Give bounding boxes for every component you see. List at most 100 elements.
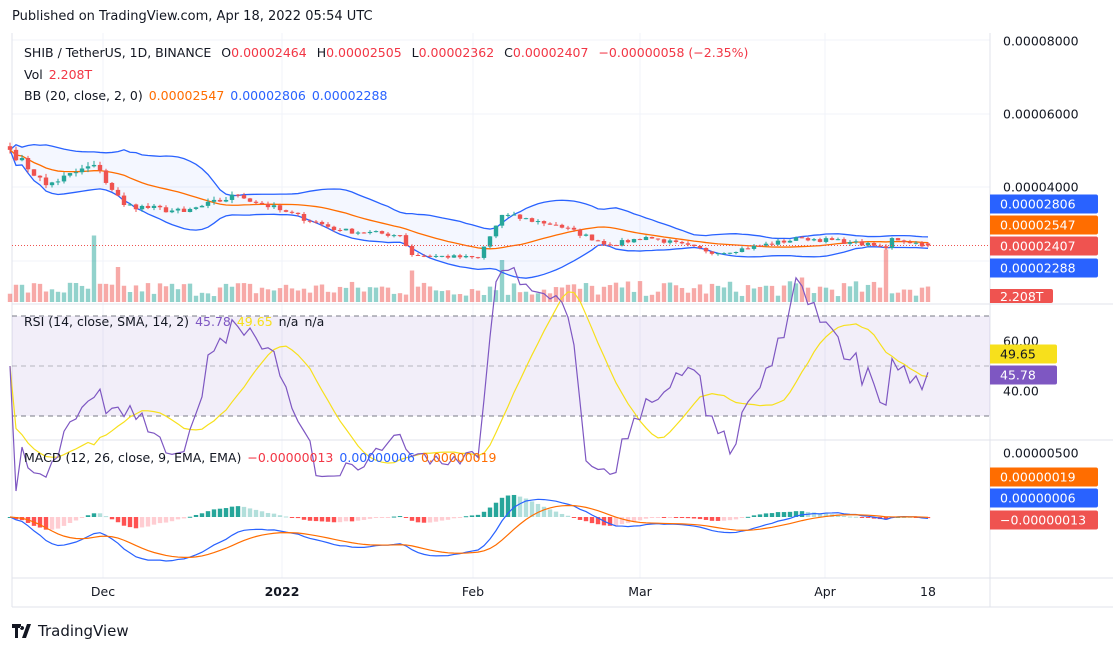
candle-body [91,164,97,167]
macd-histogram-bar [799,511,805,517]
volume-bar [859,291,865,302]
rsi-na-1: n/a [278,314,299,329]
volume-bar [127,292,133,302]
candle-body [85,166,91,169]
candle-body [373,231,379,233]
candle-body [481,246,487,258]
candle-body [433,255,439,257]
candle-body [709,251,715,254]
candle-body [19,158,25,161]
volume-bar [355,287,361,302]
candle-body [523,218,529,220]
macd-histogram-bar [433,517,439,522]
volume-bar [739,295,745,302]
close-value: 0.00002407 [512,45,589,60]
volume-bar [325,291,331,302]
volume-bar [85,288,91,302]
candle-body [385,233,391,236]
macd-histogram-bar [859,517,865,518]
rsi-label[interactable]: RSI (14, close, SMA, 14, 2) [24,314,190,329]
volume-bar [49,289,55,302]
bb-label[interactable]: BB (20, close, 2, 0) [24,88,143,103]
macd-histogram-bar [763,513,769,517]
candle-body [607,244,613,246]
macd-histogram-bar [379,517,385,518]
macd-histogram-bar [571,517,577,518]
candle-body [793,237,799,241]
volume-bar [925,286,931,302]
candle-body [751,245,757,249]
macd-histogram-bar [349,517,355,522]
volume-label[interactable]: Vol [24,67,43,82]
candle-body [817,239,823,242]
volume-bar [763,285,769,302]
volume-bar [97,283,103,302]
candle-body [25,158,31,170]
candle-body [829,238,835,240]
macd-histogram-bar [847,516,853,518]
volume-bar [403,294,409,302]
volume-bar [25,292,31,302]
volume-bar [181,284,187,302]
volume-bar [349,281,355,302]
macd-histogram-bar [559,513,565,517]
volume-bar [469,289,475,302]
candle-body [553,224,559,226]
rsi-ma-badge: 49.65 [990,344,1057,364]
candle-body [31,169,37,176]
volume-bar [373,287,379,302]
volume-bar [883,249,889,302]
volume-bar [13,284,19,302]
macd-histogram-bar [235,506,241,517]
volume-bar [235,283,241,302]
macd-histogram-bar [697,517,703,520]
macd-signal-line [9,504,929,559]
macd-histogram-bar [535,503,541,517]
candle-body [811,239,817,241]
volume-bar [541,289,547,302]
macd-histogram-bar [685,517,691,519]
volume-bar [733,291,739,302]
candle-body [661,239,667,243]
volume-bar [103,283,109,302]
candle-body [865,242,871,246]
volume-bar [163,286,169,302]
candle-body [307,220,313,222]
macd-histogram-bar [439,517,445,521]
candle-body [445,255,451,258]
volume-bar [583,283,589,302]
time-label-18: 18 [920,584,936,599]
macd-histogram-bar [727,517,733,521]
candle-body [577,229,583,236]
macd-histogram-bar [121,517,127,526]
macd-signal-value: 0.00000019 [420,450,497,465]
symbol-name[interactable]: SHIB / TetherUS, 1D, BINANCE [24,45,212,60]
candle-body [421,255,427,257]
candle-body [835,239,841,241]
volume-bar [517,292,523,302]
candle-body [583,234,589,236]
macd-histogram-bar [283,516,289,518]
volume-bar [361,291,367,302]
candle-body [757,245,763,247]
candle-body [643,236,649,241]
candle-body [265,204,271,208]
volume-bar [133,285,139,302]
macd-histogram-bar [715,517,721,521]
volume-bar [397,293,403,302]
candle-body [925,243,931,246]
close-label: C [504,45,513,60]
macd-histogram-bar [49,517,55,530]
macd-histogram-bar [853,516,859,518]
tradingview-logo[interactable]: TradingView [12,622,129,640]
candle-body [907,241,913,244]
macd-histogram-bar [163,517,169,523]
macd-histogram-bar [487,507,493,517]
macd-label[interactable]: MACD (12, 26, close, 9, EMA, EMA) [24,450,242,465]
macd-histogram-bar [91,513,97,517]
candle-body [889,238,895,249]
candle-body [199,205,205,208]
candle-body [313,221,319,223]
